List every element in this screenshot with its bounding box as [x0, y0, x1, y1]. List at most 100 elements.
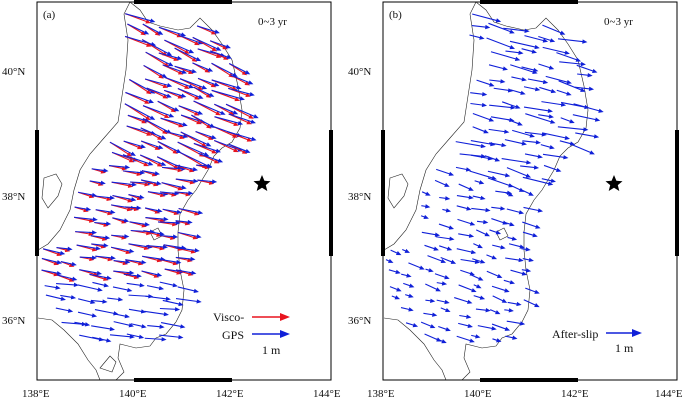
gps-arrow: [109, 141, 133, 155]
afterslip-arrow-head: [521, 271, 528, 276]
afterslip-arrow: [470, 92, 484, 95]
border-bar: [480, 378, 578, 382]
gps-arrow-head: [149, 18, 156, 23]
afterslip-arrow-head: [479, 295, 486, 300]
gps-arrow-head: [182, 133, 189, 139]
gps-arrow: [210, 50, 229, 58]
lat-tick-label: 38°N: [2, 191, 25, 203]
afterslip-arrow: [523, 299, 537, 306]
afterslip-arrow: [511, 76, 524, 81]
visco-arrow-head: [215, 111, 221, 116]
gps-arrow: [141, 270, 159, 276]
lon-tick-label: 144°E: [313, 388, 341, 400]
border-bar: [329, 130, 333, 256]
gps-arrow: [123, 273, 139, 277]
gps-arrow-head: [166, 83, 173, 88]
gps-arrow: [127, 114, 147, 122]
gps-arrow: [175, 256, 192, 260]
afterslip-arrow-head: [495, 230, 502, 235]
afterslip-arrow-head: [441, 281, 448, 286]
gps-arrow-head: [207, 67, 214, 72]
gps-arrow: [228, 87, 252, 95]
afterslip-arrow-head: [441, 339, 447, 344]
afterslip-arrow-head: [433, 246, 439, 251]
afterslip-arrow-head: [509, 222, 515, 227]
afterslip-arrow-head: [404, 248, 411, 253]
afterslip-arrow-head: [589, 150, 595, 155]
afterslip-arrow-head: [509, 29, 515, 34]
gps-arrow-head: [181, 185, 187, 190]
afterslip-arrow: [491, 323, 507, 330]
gps-arrow-head: [104, 235, 111, 240]
gps-arrow-head: [161, 73, 168, 78]
afterslip-arrow: [390, 249, 399, 254]
gps-arrow-head: [176, 209, 182, 215]
gps-arrow-head: [173, 107, 180, 112]
afterslip-arrow-head: [468, 186, 474, 191]
afterslip-arrow: [542, 46, 567, 54]
gps-arrow-head: [237, 120, 244, 126]
gps-arrow: [79, 256, 94, 259]
gps-arrow-head: [176, 259, 182, 265]
gps-arrow-head: [67, 308, 74, 313]
afterslip-arrow: [491, 206, 502, 210]
gps-arrow-head: [162, 244, 168, 250]
visco-arrow-head: [246, 120, 252, 125]
gps-arrow: [90, 299, 104, 303]
gps-arrow: [175, 269, 193, 274]
gps-arrow-head: [182, 122, 188, 127]
gps-arrow: [108, 164, 127, 168]
lon-tick-label: 142°E: [216, 388, 244, 400]
afterslip-arrow-head: [548, 65, 555, 70]
gps-arrow-head: [60, 296, 66, 301]
gps-arrow: [164, 76, 191, 88]
border-bar: [675, 130, 679, 256]
afterslip-arrow-head: [466, 206, 472, 211]
gps-arrow-head: [245, 148, 251, 154]
afterslip-arrow-head: [550, 119, 556, 124]
afterslip-arrow-head: [494, 157, 501, 162]
gps-arrow-head: [103, 283, 109, 288]
gps-arrow-head: [215, 148, 221, 153]
afterslip-arrow: [484, 155, 497, 161]
afterslip-arrow: [471, 274, 481, 280]
afterslip-arrow: [470, 154, 490, 160]
afterslip-arrow-head: [434, 232, 441, 237]
afterslip-arrow-head: [592, 68, 598, 73]
afterslip-arrow: [574, 86, 591, 90]
afterslip-arrow-head: [583, 127, 589, 132]
afterslip-arrow: [556, 52, 578, 61]
afterslip-arrow-head: [525, 173, 532, 178]
gps-arrow-head: [190, 256, 196, 262]
afterslip-arrow: [405, 322, 415, 326]
afterslip-arrow: [522, 176, 550, 185]
gps-arrow: [91, 168, 105, 172]
lake: [495, 227, 509, 241]
afterslip-arrow-head: [467, 299, 473, 304]
gps-arrow: [178, 34, 200, 44]
gps-arrow: [209, 40, 228, 48]
afterslip-arrow-head: [507, 88, 514, 93]
south-coastline: [37, 317, 101, 381]
afterslip-arrow: [491, 285, 507, 292]
afterslip-arrow-head: [512, 335, 518, 340]
lon-tick-label: 138°E: [367, 388, 395, 400]
afterslip-arrow-head: [445, 208, 452, 213]
afterslip-arrow-head: [534, 44, 540, 50]
visco-arrow-head: [205, 93, 212, 98]
afterslip-arrow: [424, 244, 436, 250]
afterslip-arrow: [510, 269, 524, 275]
afterslip-arrow: [501, 101, 518, 108]
afterslip-arrow: [490, 51, 517, 60]
afterslip-arrow-head: [504, 288, 510, 293]
lat-tick-label: 36°N: [348, 315, 371, 327]
gps-arrow-head: [249, 91, 255, 97]
gps-arrow-head: [211, 134, 217, 140]
afterslip-arrow: [435, 236, 451, 240]
afterslip-arrow: [510, 64, 535, 73]
afterslip-arrow: [456, 205, 468, 210]
afterslip-arrow: [470, 102, 484, 106]
afterslip-arrow: [493, 87, 510, 92]
afterslip-arrow-head: [445, 327, 451, 332]
